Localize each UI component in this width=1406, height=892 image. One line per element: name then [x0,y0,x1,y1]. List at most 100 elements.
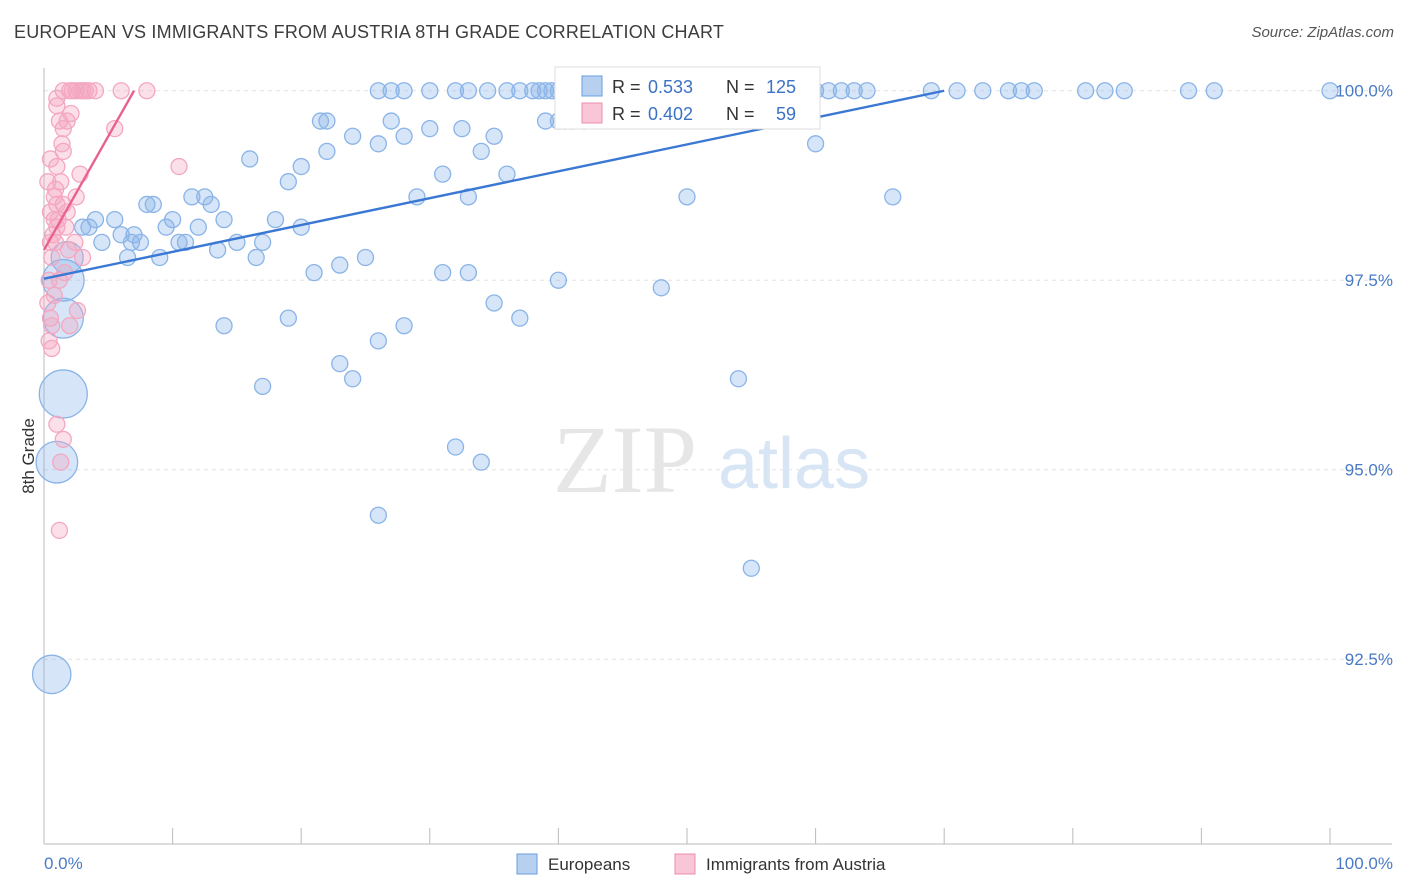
europeans-point [434,264,452,282]
europeans-point [122,233,141,251]
grid-lines [44,90,1392,660]
europeans-point [382,112,400,130]
stats-n-value-austria: 59 [776,104,796,124]
europeans-point [253,233,272,251]
europeans-point [343,127,362,145]
legend-label-austria: Immigrants from Austria [706,855,886,874]
stats-n-value-europeans: 125 [766,77,796,97]
austria-point [73,248,92,267]
austria-point [53,135,71,153]
austria-point [45,286,63,305]
legend-swatch-europeans [516,853,538,875]
europeans-point [144,195,162,214]
europeans-point [1115,82,1133,100]
x-tick-label-min: 0.0% [44,854,83,873]
stats-r-value-europeans: 0.533 [648,77,693,97]
europeans-point [292,157,310,176]
europeans-point [157,218,175,236]
europeans-point [806,135,825,153]
x-tick-label-max: 100.0% [1335,854,1393,873]
europeans-point [151,248,169,267]
europeans-point [446,438,465,456]
y-tick-label-2: 97.5% [1345,271,1393,290]
europeans-point [305,264,323,282]
austria-point [50,521,69,540]
europeans-point [279,309,297,327]
europeans-point [472,142,490,161]
stats-box: R = 0.533 N = 125 R = 0.402 N = 59 [554,66,821,130]
europeans-point [1205,82,1223,100]
europeans-point [1321,82,1339,100]
europeans-point [331,354,349,373]
europeans-point [858,82,876,100]
europeans-point [652,279,670,297]
europeans-point [170,233,188,251]
axes [43,68,1392,845]
austria-point [52,453,70,471]
y-axis-label: 8th Grade [19,418,38,494]
austria-point [41,150,60,168]
europeans-point [93,233,111,251]
watermark: ZIP atlas [553,406,870,513]
europeans-point [241,150,259,168]
austria-point [43,248,61,267]
europeans-point [356,248,375,267]
europeans-point [485,127,503,145]
europeans-point [999,82,1018,100]
europeans-point [35,440,79,484]
europeans-point [73,218,92,236]
europeans-point [524,82,542,100]
europeans-point [479,82,497,100]
europeans-point [498,82,516,100]
source-label: Source: ZipAtlas.com [1251,24,1394,41]
europeans-point [331,256,349,274]
y-tick-label-1: 95.0% [1345,461,1393,480]
europeans-point [434,165,452,183]
europeans-point [729,370,748,388]
europeans-point [948,82,966,100]
europeans-point [215,210,233,229]
stats-n-label-1: N = [726,77,755,97]
legend-swatch-austria [674,853,696,875]
austria-point [43,339,61,358]
europeans-point [421,82,439,100]
europeans-point [106,210,124,229]
watermark-zip: ZIP [553,406,697,513]
austria-point [170,157,188,176]
europeans-point [31,654,72,695]
europeans-point [1179,82,1198,100]
europeans-point [472,453,490,471]
europeans-point [183,188,201,206]
europeans-point [196,188,214,206]
stats-swatch-europeans [581,75,603,97]
europeans-point [343,370,362,388]
austria-point [68,301,87,320]
europeans-point [247,248,265,267]
europeans-point [369,82,388,100]
europeans-point [832,82,850,100]
austria-point [39,173,57,191]
europeans-point [536,82,555,100]
europeans-point [318,142,336,161]
europeans-point [38,369,88,419]
europeans-point [279,173,297,191]
europeans-point [549,271,568,289]
europeans-point [459,82,478,100]
europeans-point [922,82,940,100]
austria-point [138,82,156,100]
austria-point [67,82,85,100]
europeans-point [266,210,285,229]
stats-r-value-austria: 0.402 [648,104,693,124]
europeans-point [395,127,413,145]
europeans-point [138,195,156,214]
austria-point [62,104,80,123]
austria-point [54,119,72,138]
austria-point [71,82,89,100]
europeans-point [395,317,413,335]
europeans-point [369,135,388,153]
austria-point [66,233,84,251]
europeans-point [884,188,902,206]
watermark-atlas: atlas [718,424,870,504]
austria-point [80,82,98,100]
